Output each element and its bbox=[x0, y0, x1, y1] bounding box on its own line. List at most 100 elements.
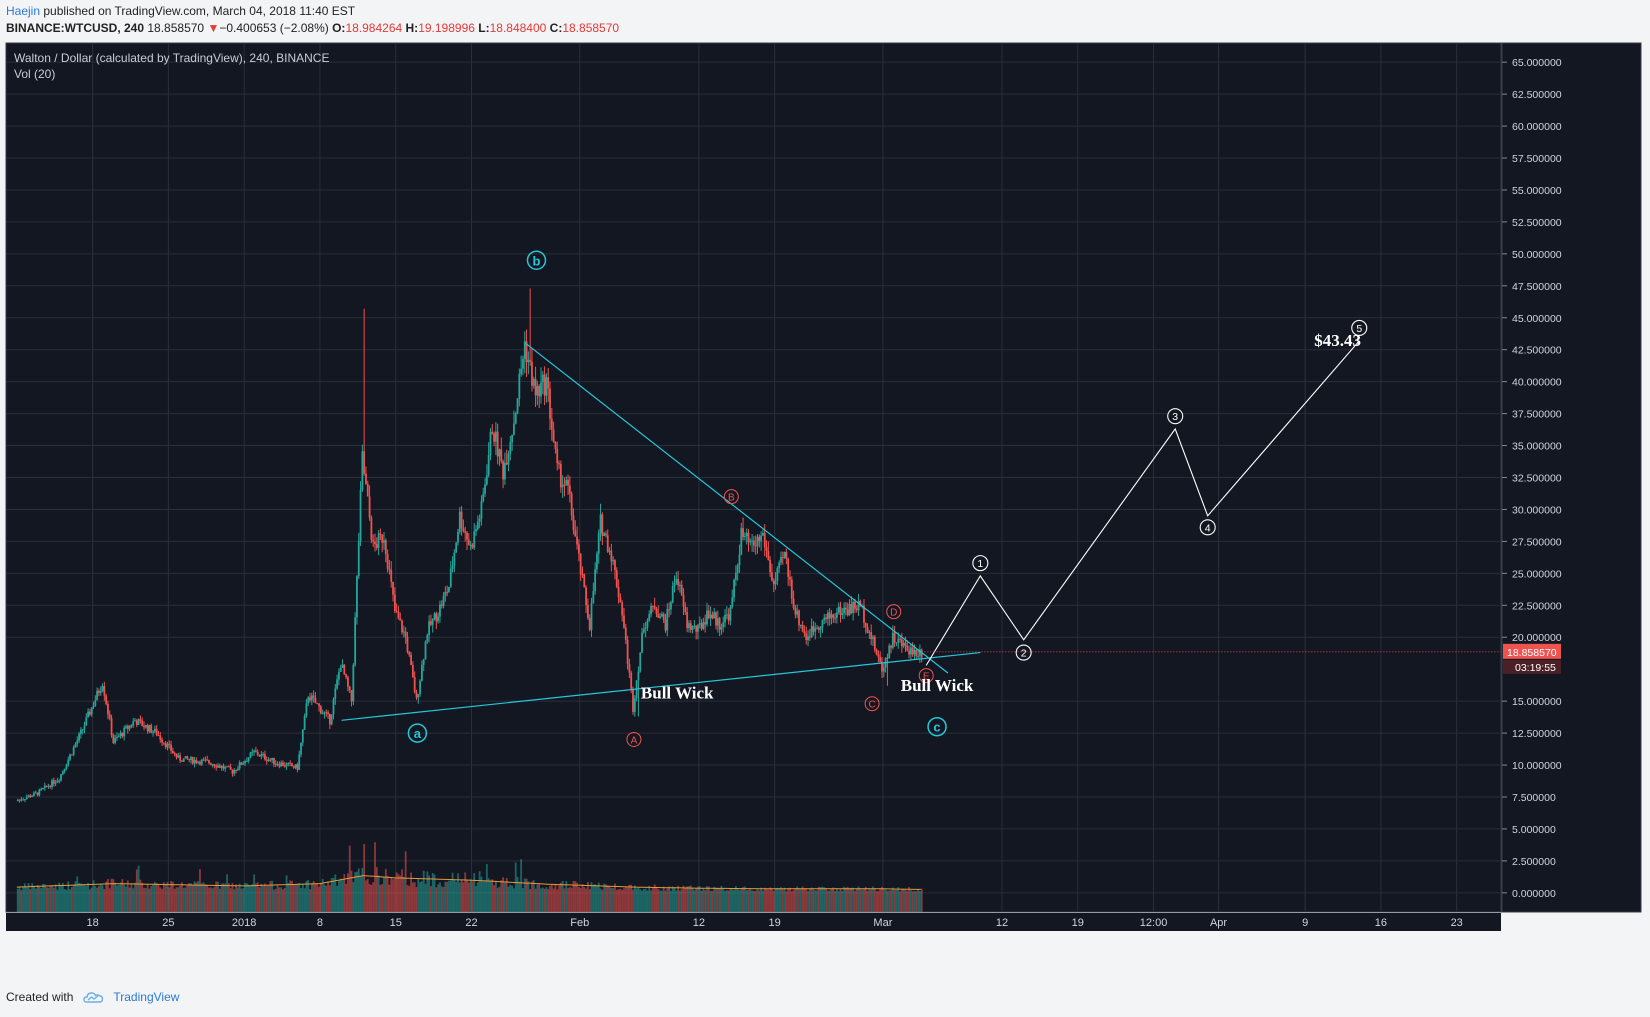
candle-body bbox=[803, 631, 806, 634]
y-tick-label: 40.000000 bbox=[1512, 377, 1562, 389]
wave-text: b bbox=[533, 253, 541, 268]
volume-bar bbox=[677, 885, 680, 912]
volume-bar bbox=[689, 885, 692, 912]
volume-bar bbox=[657, 889, 660, 912]
candle-body bbox=[269, 759, 272, 761]
candle-body bbox=[126, 726, 129, 729]
tradingview-logo-icon[interactable] bbox=[83, 990, 105, 1004]
candle-body bbox=[790, 579, 793, 599]
candle-body bbox=[774, 580, 777, 585]
volume-bar bbox=[410, 872, 412, 912]
volume-bar bbox=[415, 886, 418, 912]
volume-bar bbox=[682, 885, 685, 912]
candle-body bbox=[359, 490, 362, 542]
wave-label-c: c bbox=[927, 716, 947, 737]
volume-bar bbox=[99, 883, 102, 912]
volume-bar bbox=[635, 888, 638, 912]
volume-bar bbox=[496, 887, 499, 912]
volume-bar bbox=[141, 882, 144, 912]
candle-body bbox=[280, 762, 283, 767]
candle-body bbox=[197, 761, 200, 763]
volume-bar bbox=[781, 889, 784, 912]
volume-bar bbox=[684, 887, 687, 912]
candle-body bbox=[751, 540, 753, 542]
volume-bar bbox=[920, 888, 923, 912]
candle-body bbox=[785, 551, 788, 559]
volume-bar bbox=[502, 877, 504, 912]
volume-bar bbox=[733, 889, 735, 912]
volume-bar bbox=[227, 883, 230, 912]
candle-body bbox=[70, 754, 73, 756]
candle-body bbox=[633, 698, 636, 712]
volume-bar bbox=[480, 876, 483, 912]
candle-body bbox=[628, 663, 631, 673]
y-tick-label: 20.000000 bbox=[1512, 632, 1562, 644]
candle-body bbox=[76, 740, 79, 745]
candle-body bbox=[408, 651, 411, 655]
wave-circle bbox=[918, 668, 934, 684]
candle-body bbox=[523, 341, 526, 359]
time-axis[interactable] bbox=[6, 913, 1501, 931]
volume-bar bbox=[336, 885, 338, 912]
tradingview-link[interactable]: TradingView bbox=[113, 990, 180, 1004]
candle-body bbox=[494, 431, 497, 442]
volume-bar bbox=[695, 888, 698, 912]
candle-body bbox=[881, 661, 883, 672]
volume-bar bbox=[610, 887, 613, 912]
volume-bar bbox=[577, 887, 580, 912]
volume-bar bbox=[413, 882, 416, 912]
volume-bar bbox=[886, 890, 889, 912]
candle-body bbox=[836, 612, 838, 618]
volume-bar bbox=[837, 891, 840, 912]
candle-body bbox=[796, 610, 799, 615]
volume-bar bbox=[504, 882, 506, 912]
candle-body bbox=[870, 632, 873, 640]
candle-body bbox=[462, 528, 465, 532]
volume-bar bbox=[384, 868, 387, 912]
candle-body bbox=[282, 762, 284, 766]
candle-body bbox=[98, 690, 100, 694]
volume-bar bbox=[184, 887, 187, 912]
volume-bar bbox=[487, 878, 490, 912]
volume-bar bbox=[599, 888, 602, 912]
volume-bar bbox=[792, 890, 795, 912]
price-axis[interactable] bbox=[1501, 42, 1642, 913]
candle-body bbox=[233, 770, 236, 774]
volume-bar bbox=[545, 887, 548, 912]
candle-body bbox=[181, 760, 183, 762]
candle-body bbox=[513, 423, 515, 435]
volume-bar bbox=[745, 890, 748, 912]
candle-body bbox=[743, 535, 746, 537]
volume-bar bbox=[633, 885, 636, 912]
candle-body bbox=[549, 388, 551, 419]
volume-bar bbox=[134, 882, 136, 912]
candle-body bbox=[87, 711, 89, 718]
x-tick-label: 23 bbox=[1451, 917, 1463, 929]
volume-bar bbox=[226, 874, 228, 912]
candle-body bbox=[825, 617, 827, 620]
candle-body bbox=[594, 569, 597, 592]
author-link[interactable]: Haejin bbox=[6, 4, 41, 18]
y-tick-label: 37.500000 bbox=[1512, 409, 1562, 421]
candle-body bbox=[722, 622, 725, 628]
candle-body bbox=[624, 627, 627, 640]
candle-body bbox=[273, 757, 275, 765]
volume-bar bbox=[603, 883, 606, 912]
candle-body bbox=[130, 725, 133, 727]
volume-bar bbox=[264, 883, 266, 912]
volume-bar bbox=[314, 884, 317, 912]
candle-body bbox=[666, 609, 669, 631]
candle-body bbox=[814, 628, 817, 632]
x-tick-label: Feb bbox=[570, 917, 589, 929]
candle-body bbox=[260, 754, 263, 757]
wave-label-c: C bbox=[864, 696, 880, 712]
wave-text: 5 bbox=[1356, 323, 1362, 335]
candle-body bbox=[504, 462, 506, 480]
wave-text: 1 bbox=[977, 558, 983, 570]
volume-bar bbox=[816, 890, 818, 912]
volume-bar bbox=[42, 884, 44, 912]
candle-body bbox=[843, 607, 846, 614]
volume-bar bbox=[556, 889, 559, 912]
candle-body bbox=[384, 540, 387, 555]
